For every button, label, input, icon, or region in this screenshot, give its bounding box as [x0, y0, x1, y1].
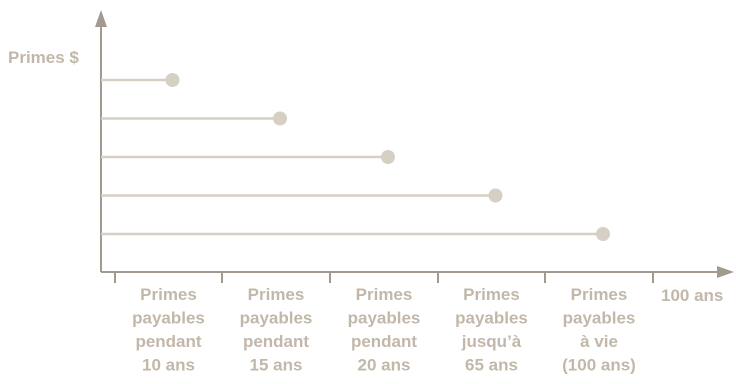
x-tick-label-line: Primes [571, 285, 628, 304]
x-axis-arrow [717, 266, 734, 278]
x-tick-label-line: jusqu’à [461, 332, 522, 351]
x-tick-label-line: pendant [351, 332, 417, 351]
x-tick-label-line: payables [455, 309, 528, 328]
x-tick-label-line: Primes [248, 285, 305, 304]
series-end-dot [273, 111, 287, 126]
x-axis-ticks [114, 272, 654, 283]
x-tick-label-line: payables [348, 309, 421, 328]
x-axis-label: 100 ans [661, 286, 723, 305]
x-tick-label-line: Primes [463, 285, 520, 304]
x-tick-label-line: 20 ans [358, 356, 411, 375]
series-end-dot [381, 150, 395, 164]
x-tick-label-line: Primes [140, 285, 197, 304]
x-tick-label-line: 65 ans [465, 356, 518, 375]
y-axis-label: Primes $ [8, 48, 79, 67]
x-tick-label-line: payables [563, 309, 636, 328]
x-tick-label-line: 10 ans [142, 356, 195, 375]
x-tick-label: Primes payables à vie (100 ans) [562, 285, 636, 375]
y-axis-arrow [95, 10, 107, 27]
x-axis-tick-labels: Primes payables pendant 10 ans Primes payable… [132, 285, 636, 375]
series-lines [101, 73, 610, 241]
x-tick-label-line: pendant [243, 332, 309, 351]
series-end-dot [165, 73, 180, 87]
x-tick-label-line: payables [132, 309, 205, 328]
x-tick-label-line: à vie [580, 332, 618, 351]
x-tick-label-line: Primes [356, 285, 413, 304]
series-end-dot [488, 188, 503, 203]
x-tick-label-line: pendant [135, 332, 201, 351]
x-tick-label: Primes payables pendant 10 ans [132, 285, 205, 375]
series-end-dot [596, 227, 610, 241]
x-tick-label: Primes payables jusqu’à 65 ans [455, 285, 528, 375]
x-tick-label-line: payables [240, 309, 313, 328]
x-tick-label: Primes payables pendant 15 ans [240, 285, 313, 375]
x-tick-label: Primes payables pendant 20 ans [348, 285, 421, 375]
x-tick-label-line: 15 ans [250, 356, 303, 375]
x-tick-label-line: (100 ans) [562, 356, 636, 375]
